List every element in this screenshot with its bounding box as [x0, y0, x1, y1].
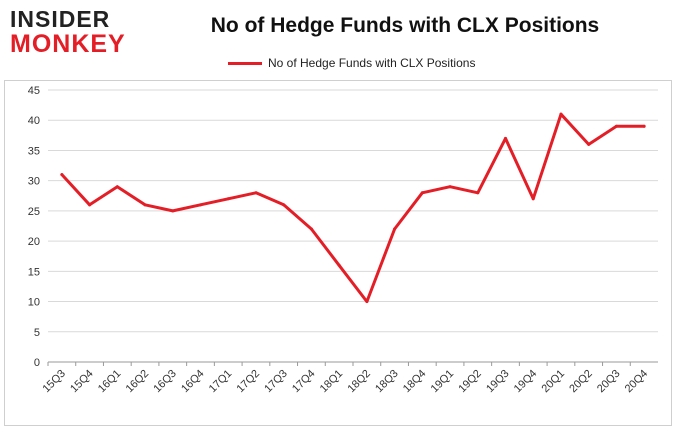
data-point — [476, 191, 480, 195]
x-tick-label: 16Q4 — [179, 368, 207, 396]
data-point — [337, 263, 341, 267]
data-point — [60, 173, 64, 177]
x-tick-label: 19Q2 — [456, 368, 484, 396]
data-point — [420, 191, 424, 195]
y-tick-label: 5 — [34, 327, 40, 339]
data-point — [171, 209, 175, 213]
data-point — [143, 203, 147, 207]
x-tick-label: 15Q4 — [68, 368, 96, 396]
x-axis-ticks: 15Q3 15Q4 16Q1 16Q2 16Q3 16Q4 17Q1 17Q2 17Q3 17Q4… — [40, 362, 650, 395]
x-tick-label: 17Q2 — [235, 368, 263, 396]
y-tick-label: 10 — [28, 297, 40, 309]
series-group — [60, 112, 646, 304]
x-tick-label: 17Q3 — [262, 368, 290, 396]
x-tick-label: 20Q1 — [540, 368, 568, 396]
x-tick-label: 17Q1 — [207, 368, 235, 396]
x-tick-label: 16Q3 — [151, 368, 179, 396]
y-tick-label: 45 — [28, 85, 40, 97]
data-point — [504, 136, 507, 140]
data-point — [393, 227, 397, 231]
data-point — [614, 124, 618, 128]
x-tick-label: 18Q2 — [345, 368, 373, 396]
y-tick-label: 30 — [28, 176, 40, 188]
x-tick-label: 15Q3 — [40, 368, 68, 396]
x-tick-label: 19Q1 — [429, 368, 457, 396]
data-point — [642, 124, 646, 128]
data-point — [254, 191, 258, 195]
y-tick-label: 15 — [28, 266, 40, 278]
y-tick-label: 35 — [28, 145, 40, 157]
x-tick-label: 18Q4 — [401, 368, 429, 396]
x-tick-label: 20Q2 — [567, 368, 595, 396]
legend-swatch — [228, 61, 262, 65]
y-tick-label: 25 — [28, 206, 40, 218]
y-axis-ticks: 0 5 10 15 20 25 30 35 40 45 — [28, 85, 40, 369]
x-tick-label: 16Q2 — [124, 368, 152, 396]
data-point — [226, 197, 230, 201]
chart-frame — [4, 80, 672, 426]
x-tick-label: 17Q4 — [290, 368, 318, 396]
y-tick-label: 20 — [28, 236, 40, 248]
data-point — [365, 300, 369, 304]
x-tick-label: 19Q3 — [484, 368, 512, 396]
x-tick-label: 20Q3 — [595, 368, 623, 396]
legend: No of Hedge Funds with CLX Positions — [228, 55, 475, 71]
legend-label: No of Hedge Funds with CLX Positions — [268, 56, 476, 70]
x-tick-label: 16Q1 — [96, 368, 124, 396]
data-point — [448, 185, 452, 189]
x-tick-label: 18Q1 — [318, 368, 346, 396]
logo-line-2: MONKEY — [10, 30, 126, 58]
data-point — [282, 203, 286, 207]
y-tick-label: 0 — [34, 357, 40, 369]
x-tick-label: 18Q3 — [373, 368, 401, 396]
data-point — [559, 112, 563, 116]
grid-lines — [48, 89, 658, 363]
data-point — [88, 203, 92, 207]
x-tick-label: 20Q4 — [623, 368, 651, 396]
series-line — [60, 112, 646, 304]
chart-title: No of Hedge Funds with CLX Positions — [210, 14, 600, 37]
insider-monkey-logo: INSIDER MONKEY — [10, 8, 128, 58]
y-tick-label: 40 — [28, 115, 40, 127]
logo-line-1: INSIDER — [10, 6, 111, 32]
data-point — [199, 203, 202, 207]
x-tick-label: 19Q4 — [512, 368, 540, 396]
data-point — [531, 197, 535, 201]
data-point — [587, 142, 591, 146]
data-point — [115, 185, 119, 189]
data-point — [309, 227, 313, 231]
